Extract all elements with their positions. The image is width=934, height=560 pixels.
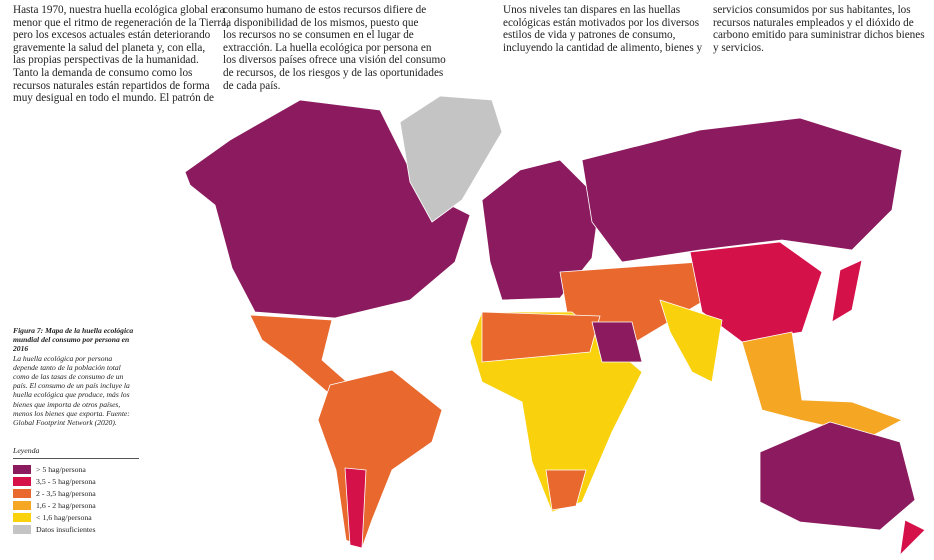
southeast-asia <box>741 331 903 437</box>
text-line: estilos de vida y patrones de consumo, <box>503 29 676 42</box>
north-africa <box>481 311 601 363</box>
figure-caption: Figura 7: Mapa de la huella ecológica mu… <box>13 326 138 427</box>
text-line: incluyendo la cantidad de alimento, bien… <box>503 41 703 54</box>
india <box>659 299 723 383</box>
text-line: muy desigual en todo el mundo. El patrón… <box>13 92 215 105</box>
text-line: los diversos países ofrece una visión de… <box>223 54 446 67</box>
text-line: extracción. La huella ecológica por pers… <box>223 41 432 54</box>
text-line: pero los excesos actuales están deterior… <box>13 29 211 42</box>
south-america <box>317 369 443 549</box>
legend-item: Datos insuficientes <box>13 524 139 535</box>
legend-item: < 1,6 hag/persona <box>13 512 139 523</box>
legend-swatch <box>13 513 31 522</box>
saudi-arabia <box>591 321 643 363</box>
legend-label: Datos insuficientes <box>36 525 96 534</box>
text-line: de cada país. <box>223 79 281 92</box>
greenland <box>399 95 503 223</box>
text-line: servicios consumidos por sus habitantes,… <box>713 4 911 16</box>
text-line: gravemente la salud del planeta y, con e… <box>13 41 206 54</box>
legend-label: 3,5 - 5 hag/persona <box>36 477 96 486</box>
text-column: consumo humano de estos recursos difiere… <box>223 4 446 92</box>
legend-swatch <box>13 465 31 474</box>
text-line: Hasta 1970, nuestra huella ecológica glo… <box>13 4 225 16</box>
caption-title: Figura 7: Mapa de la huella ecológica mu… <box>13 326 134 354</box>
new-zealand <box>899 519 926 556</box>
north-america <box>184 99 471 319</box>
legend-item: 2 - 3,5 hag/persona <box>13 488 139 499</box>
china <box>689 241 823 343</box>
text-column: servicios consumidos por sus habitantes,… <box>713 4 925 54</box>
legend-item: 3,5 - 5 hag/persona <box>13 476 139 487</box>
text-line: los recursos no se consumen en el lugar … <box>223 29 414 42</box>
text-line: menor que el ritmo de regeneración de la… <box>13 16 229 29</box>
legend-item: > 5 hag/persona <box>13 464 139 475</box>
legend-swatch <box>13 489 31 498</box>
text-line: Tanto la demanda de consumo como los <box>13 66 193 79</box>
text-line: consumo humano de estos recursos difiere… <box>223 4 427 16</box>
australia <box>759 421 916 531</box>
legend-swatch <box>13 525 31 534</box>
russia <box>581 117 903 263</box>
text-line: recursos naturales están repartidos de f… <box>13 79 210 92</box>
text-line: y servicios. <box>713 41 764 54</box>
legend-swatch <box>13 477 31 486</box>
legend-label: 1,6 - 2 hag/persona <box>36 501 96 510</box>
text-line: ecológicas están motivados por los diver… <box>503 16 700 29</box>
legend-label: 2 - 3,5 hag/persona <box>36 489 96 498</box>
text-column: Unos niveles tan dispares en las huellas… <box>503 4 702 54</box>
southern-cone <box>344 467 367 549</box>
legend: Leyenda > 5 hag/persona 3,5 - 5 hag/perso… <box>13 446 139 536</box>
text-line: la disponibilidad de los mismos, puesto … <box>223 16 419 29</box>
text-line: carbono emitido para suministrar dichos … <box>713 29 925 42</box>
legend-item: 1,6 - 2 hag/persona <box>13 500 139 511</box>
caption-body: La huella ecológica por persona depende … <box>13 353 130 428</box>
legend-label: > 5 hag/persona <box>36 465 86 474</box>
legend-title: Leyenda <box>13 446 139 459</box>
text-line: Unos niveles tan dispares en las huellas <box>503 4 681 16</box>
legend-label: < 1,6 hag/persona <box>36 513 92 522</box>
text-column: Hasta 1970, nuestra huella ecológica glo… <box>13 4 229 105</box>
southern-africa <box>545 469 587 511</box>
japan <box>831 259 863 323</box>
legend-swatch <box>13 501 31 510</box>
text-line: las propias perspectivas de la humanidad… <box>13 54 199 67</box>
text-line: recursos naturales empleados y el dióxid… <box>713 16 914 29</box>
text-line: de recursos, de los riesgos y de las opo… <box>223 66 444 79</box>
europe <box>481 159 601 301</box>
